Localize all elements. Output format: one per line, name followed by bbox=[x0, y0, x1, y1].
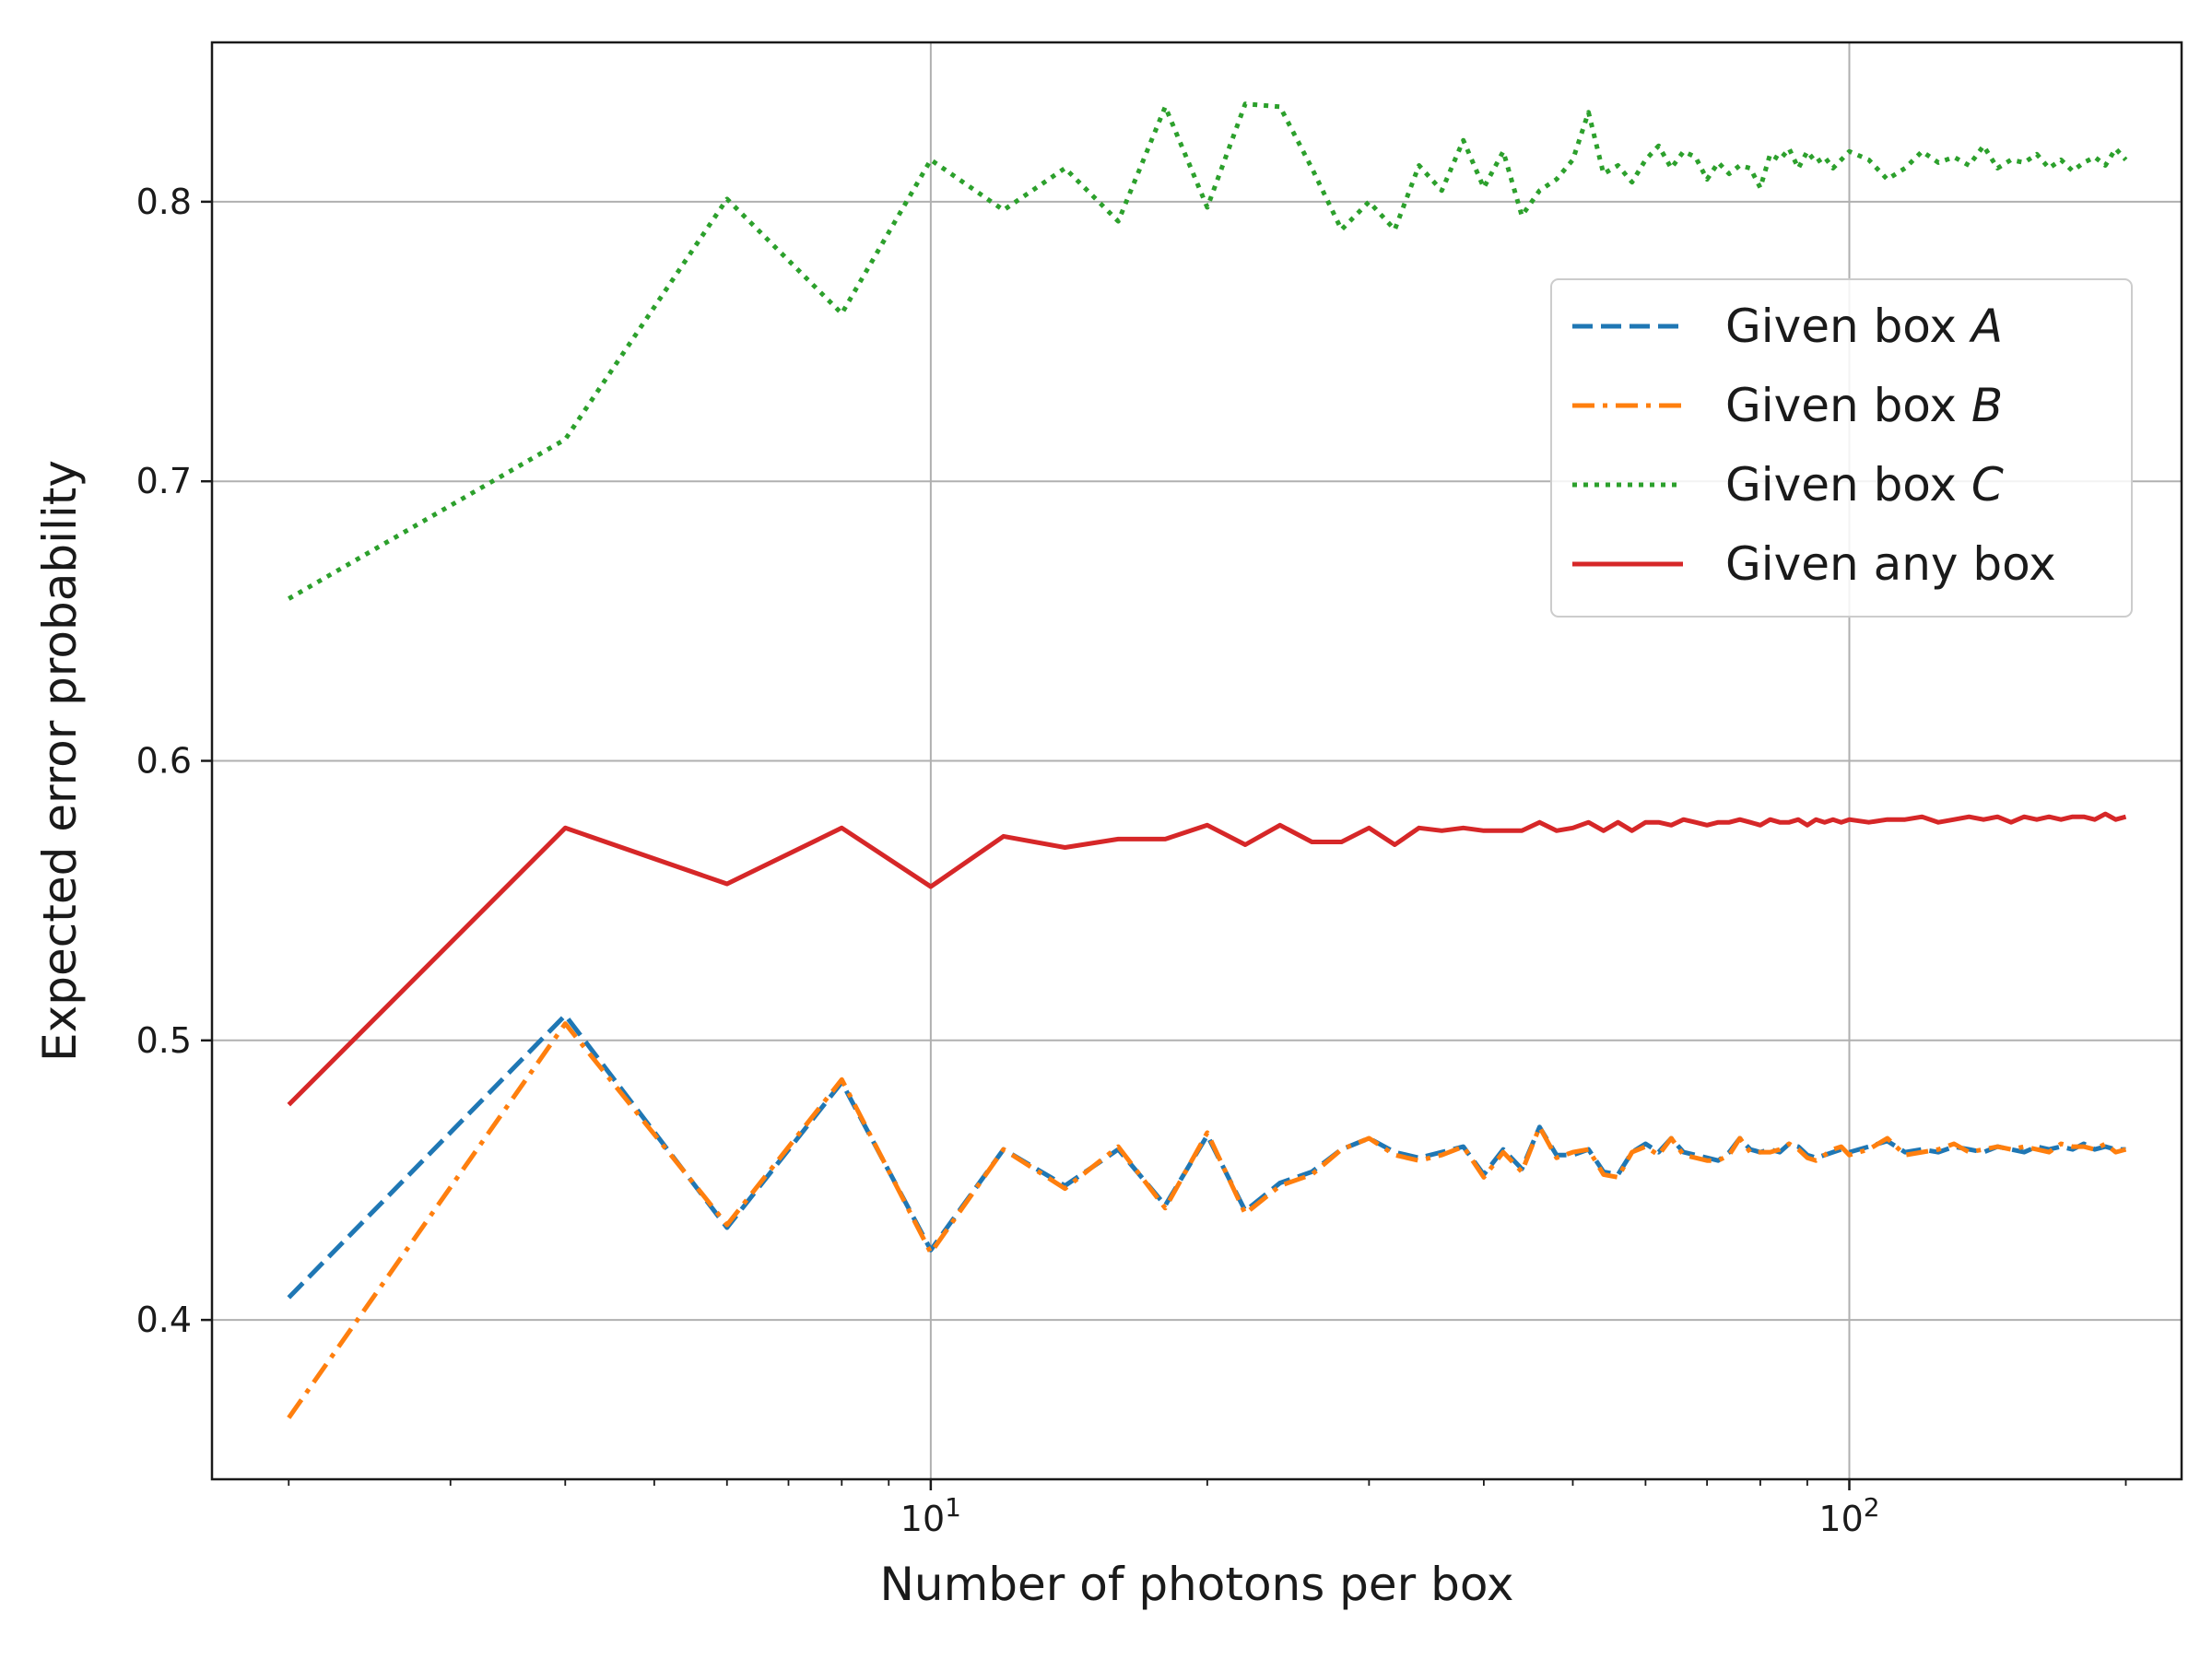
legend-box bbox=[1550, 278, 2133, 618]
legend-entry-label: Given any box bbox=[1725, 537, 2056, 591]
x-tick-label: 102 bbox=[1818, 1492, 1879, 1539]
legend-entry-label: Given box B bbox=[1725, 379, 2003, 432]
y-tick-label: 0.7 bbox=[136, 461, 192, 501]
legend-entry-label: Given box C bbox=[1725, 458, 2004, 512]
y-tick-label: 0.6 bbox=[136, 741, 192, 782]
plot-series bbox=[287, 101, 2128, 1419]
x-tick-label: 101 bbox=[900, 1492, 961, 1539]
axis-ticks: 0.4 0.5 0.6 0.7 0.8 101 102 bbox=[136, 182, 2127, 1539]
y-axis-label: Expected error probability bbox=[33, 460, 87, 1062]
legend-entry-label: Given box A bbox=[1725, 300, 2003, 353]
legend: Given box A Given box B Given box C Given a… bbox=[1550, 278, 2133, 618]
x-axis-label: Number of photons per box bbox=[879, 1558, 1513, 1611]
y-tick-label: 0.8 bbox=[136, 182, 192, 222]
series-line-any bbox=[287, 811, 2127, 1107]
y-tick-label: 0.4 bbox=[136, 1300, 192, 1340]
series-line-b bbox=[287, 1021, 2127, 1419]
y-tick-label: 0.5 bbox=[136, 1020, 192, 1061]
